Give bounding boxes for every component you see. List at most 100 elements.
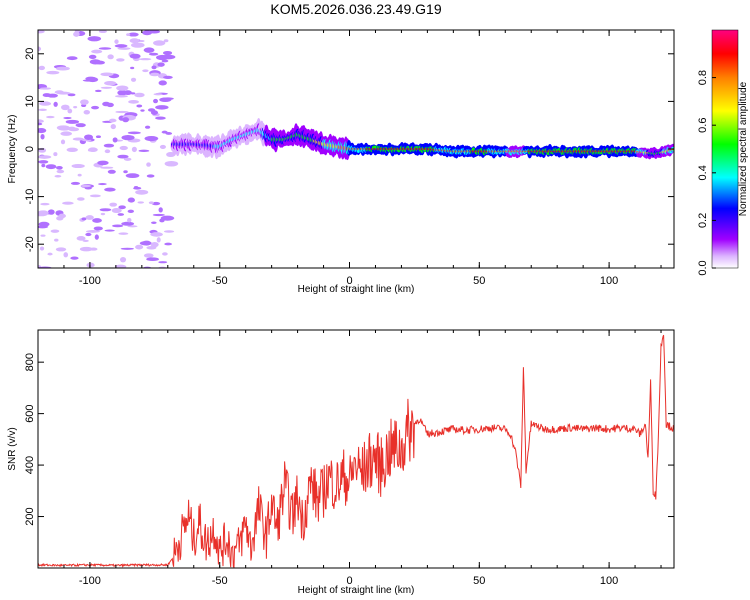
noise-blob [81,217,87,221]
noise-blob [67,93,76,97]
spectrogram-ridge [170,117,674,161]
noise-blob [150,232,163,237]
noise-blob [123,170,128,174]
noise-blob [57,126,71,131]
noise-blob [150,241,159,248]
noise-blob [127,32,139,37]
noise-blob [71,164,85,169]
noise-blob [87,36,102,42]
noise-blob [56,91,71,95]
y-tick-label: -20 [24,236,36,252]
noise-blob [162,252,168,256]
noise-blob [89,247,98,251]
noise-blob [125,173,140,179]
noise-blob [79,246,93,252]
noise-blob [70,181,81,185]
noise-blob [88,54,97,60]
noise-blob [163,230,175,233]
noise-blob [131,146,137,153]
noise-blob [100,212,106,216]
noise-blob [158,80,167,86]
noise-blob [148,201,155,205]
noise-blob [104,229,115,232]
x-tick-label: 100 [600,275,618,287]
y-tick-label: 0 [24,146,36,152]
noise-blob [66,56,78,61]
noise-blob [75,123,86,128]
noise-blob [40,234,46,237]
noise-blob [67,108,73,114]
colorbar-ticks: 0.0 0.2 0.4 0.6 0.8 [697,70,716,276]
noise-blob [134,92,145,98]
noise-blob [86,262,95,268]
noise-blob [73,31,80,37]
noise-blob [133,185,139,189]
noise-blob [146,257,159,261]
noise-blob [147,108,156,112]
noise-blob [150,72,160,77]
noise-blob [136,104,143,108]
noise-blob [114,44,128,48]
noise-blob [163,75,173,79]
noise-blob [118,205,126,210]
noise-blob [164,242,173,246]
y-tick-label: 20 [24,48,36,60]
noise-blob [161,54,176,60]
noise-blob [45,164,57,170]
noise-blob [161,130,168,134]
noise-blob [68,127,80,132]
noise-blob [62,201,74,205]
noise-blob [127,131,141,135]
noise-blob [38,128,47,134]
noise-blob [76,197,85,201]
noise-blob [152,213,165,217]
noise-blob [38,122,43,126]
noise-blob [38,30,45,34]
noise-blob [153,98,159,104]
y-tick-label: 200 [24,507,36,525]
noise-blob [55,66,70,71]
noise-blob [158,261,168,264]
noise-blob [122,117,130,123]
noise-blob [98,30,107,34]
noise-blob [77,173,82,177]
noise-blob [104,80,117,86]
x-tick-label: 100 [600,575,618,587]
noise-blob [47,252,53,256]
noise-blob [162,50,173,56]
noise-blob [131,42,145,48]
noise-blob [114,264,127,268]
noise-blob [54,174,62,178]
noise-blob [118,232,129,235]
noise-blob [80,184,92,188]
noise-blob [83,109,91,115]
noise-blob [100,166,114,169]
noise-blob [65,119,80,124]
y-tick-label: -10 [24,189,36,205]
noise-blob [94,234,99,240]
spectrogram-x-label: Height of straight line (km) [298,284,415,295]
spectrogram-y-label: Frequency (Hz) [7,115,18,184]
noise-blob [160,215,175,221]
noise-blob [84,134,94,140]
noise-blob [99,208,112,212]
noise-blob [103,143,115,148]
noise-blob [63,252,69,258]
noise-blob [104,149,111,154]
colorbar-label: Normalized spectral amplitude [738,81,749,216]
noise-blob [98,47,112,50]
snr-frame [37,329,675,569]
noise-blob [142,240,152,246]
y-tick-label: 800 [24,353,36,371]
y-tick-label: 400 [24,456,36,474]
noise-blob [123,157,132,161]
noise-blob [158,207,163,213]
noise-blob [127,225,138,228]
noise-blob [127,217,132,223]
x-tick-label: 50 [473,275,485,287]
noise-blob [39,246,45,251]
noise-blob [129,38,140,44]
y-tick-label: 10 [24,95,36,107]
noise-blob [126,33,131,37]
noise-blob [60,131,73,136]
